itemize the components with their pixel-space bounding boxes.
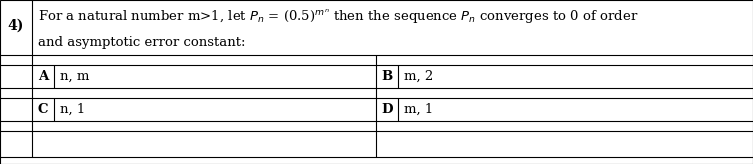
Text: n, 1: n, 1 — [60, 103, 85, 116]
Text: n, m: n, m — [60, 70, 90, 83]
Text: For a natural number m>1, let $P_n$ = (0.5)$^{m^n}$ then the sequence $P_n$ conv: For a natural number m>1, let $P_n$ = (0… — [38, 7, 639, 26]
Text: B: B — [381, 70, 392, 83]
Text: m, 2: m, 2 — [404, 70, 433, 83]
Text: C: C — [38, 103, 48, 116]
Text: D: D — [381, 103, 393, 116]
Text: 4): 4) — [8, 19, 24, 32]
Text: A: A — [38, 70, 48, 83]
Text: and asymptotic error constant:: and asymptotic error constant: — [38, 36, 245, 49]
Text: m, 1: m, 1 — [404, 103, 433, 116]
